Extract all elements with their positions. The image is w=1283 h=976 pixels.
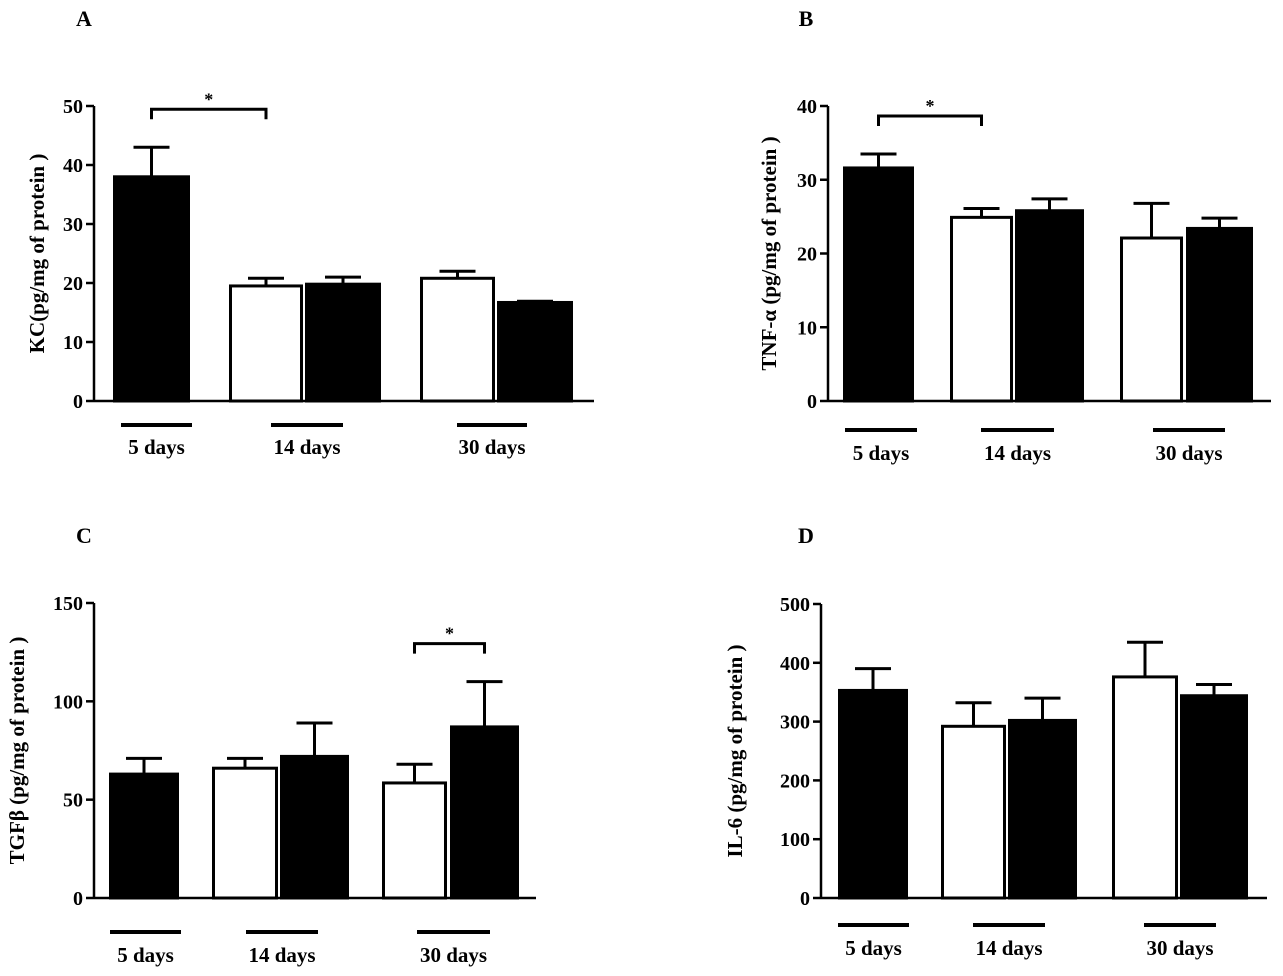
significance-bracket	[150, 107, 268, 120]
bar-filled	[1015, 209, 1084, 403]
bar-filled	[113, 175, 190, 403]
x-group-label: 14 days	[975, 936, 1042, 960]
y-tick-label: 40	[63, 155, 83, 177]
panel-d: D 0 100 200 300 400 500 IL-6 (pg/mg of protein …	[723, 523, 1267, 960]
y-tick-label: 400	[780, 653, 810, 675]
y-axis-label: IL-6 (pg/mg of protein )	[723, 644, 747, 857]
bar-open	[229, 284, 303, 403]
y-axis-label: TGFβ (pg/mg of protein )	[5, 637, 29, 865]
y-tick-label: 150	[53, 593, 83, 615]
x-group-label: 30 days	[1146, 936, 1213, 960]
y-axis-label: TNF-α (pg/mg of protein )	[757, 136, 781, 370]
x-group-label: 5 days	[845, 936, 902, 960]
y-tick-label: 0	[807, 391, 817, 413]
x-group-label: 14 days	[273, 435, 340, 459]
significance-bracket	[413, 642, 486, 654]
bar-filled	[843, 166, 914, 403]
x-group-label: 30 days	[420, 943, 487, 967]
x-group-label: 14 days	[248, 943, 315, 967]
x-group-label: 5 days	[853, 441, 910, 465]
y-tick-label: 300	[780, 712, 810, 734]
y-tick-label: 30	[63, 214, 83, 236]
panel-b: B 0 10 20 30 40 TNF-α (pg/mg of protein ) * 5 da…	[757, 6, 1271, 465]
y-tick-label: 0	[73, 888, 83, 910]
y-tick-label: 20	[797, 244, 817, 266]
bar-filled	[305, 282, 381, 403]
panel-letter: A	[76, 6, 92, 31]
y-tick-label: 0	[73, 391, 83, 413]
bar-filled	[1186, 226, 1253, 403]
significance-star: *	[445, 624, 454, 644]
bar-open	[1120, 236, 1183, 403]
x-group-label: 30 days	[458, 435, 525, 459]
bar-filled	[450, 725, 519, 900]
y-tick-label: 50	[63, 790, 83, 812]
y-tick-label: 10	[797, 317, 817, 339]
panel-a: A 0 10 20 30 40 50 KC(pg/mg of protein ) * 5 days…	[25, 6, 594, 459]
bar-filled	[1180, 694, 1248, 900]
panel-letter: C	[76, 523, 92, 548]
y-tick-label: 500	[780, 594, 810, 616]
y-tick-label: 200	[780, 770, 810, 792]
bar-filled	[109, 772, 179, 900]
significance-star: *	[204, 89, 213, 109]
bar-open	[941, 724, 1006, 900]
y-tick-label: 10	[63, 332, 83, 354]
y-tick-label: 0	[800, 888, 810, 910]
y-tick-label: 100	[780, 829, 810, 851]
panel-c: C 0 50 100 150 TGFβ (pg/mg of protein ) * 5 day…	[5, 523, 536, 967]
bar-open	[382, 781, 447, 900]
x-group-label: 5 days	[117, 943, 174, 967]
bar-filled	[838, 688, 908, 900]
significance-star: *	[926, 96, 935, 116]
bar-filled	[280, 754, 349, 900]
y-tick-label: 20	[63, 273, 83, 295]
y-tick-label: 50	[63, 96, 83, 118]
panel-letter: B	[799, 6, 814, 31]
bar-open	[212, 766, 278, 900]
bar-open	[950, 215, 1013, 403]
x-group-label: 30 days	[1155, 441, 1222, 465]
y-tick-label: 30	[797, 170, 817, 192]
y-axis-label: KC(pg/mg of protein )	[25, 154, 49, 354]
significance-bracket	[877, 114, 983, 126]
x-group-label: 5 days	[128, 435, 185, 459]
bar-open	[1112, 675, 1178, 900]
bar-filled	[497, 300, 573, 403]
x-group-label: 14 days	[984, 441, 1051, 465]
y-tick-label: 40	[797, 96, 817, 118]
bar-filled	[1008, 718, 1077, 900]
y-tick-label: 100	[53, 691, 83, 713]
bar-open	[420, 276, 495, 403]
panel-letter: D	[798, 523, 814, 548]
